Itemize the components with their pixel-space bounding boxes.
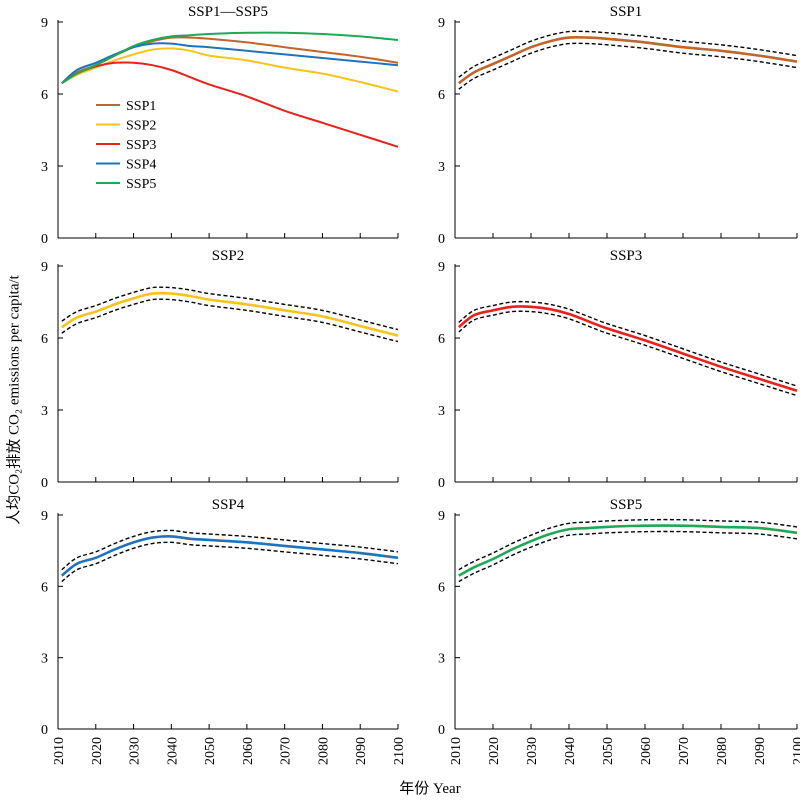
x-tick-label: 2010 [52, 737, 67, 765]
y-tick-label: 0 [438, 232, 445, 247]
x-tick-label: 2030 [128, 737, 143, 765]
series-line-ssp3 [457, 305, 798, 393]
panel-3: SSP2 0 3 6 9 [41, 248, 399, 491]
y-tick-label: 0 [438, 476, 445, 491]
panel-1: SSP1—SSP5 0 3 6 9 SSP1 SSP2 SSP3 SSP4 SSP5 [41, 4, 399, 247]
x-axis-title: 年份 Year [399, 780, 460, 797]
panel-title: SSP4 [212, 497, 245, 513]
panel-title: SSP1 [610, 4, 643, 20]
y-tick-label: 9 [41, 260, 48, 275]
panels-group: SSP1—SSP5 0 3 6 9 SSP1 SSP2 SSP3 SSP4 SSP5 SSP1 0 3 6… [41, 4, 800, 765]
x-tick-label: 2080 [715, 737, 730, 765]
panel-title: SSP2 [212, 248, 245, 264]
lower-bound-line [458, 530, 798, 583]
panel-4: SSP3 0 3 6 9 [438, 248, 798, 491]
y-tick-label: 6 [41, 580, 48, 595]
y-axis-title: 人均CO₂排放 CO₂ emissions per capita/t [5, 274, 22, 524]
x-tick-label: 2080 [316, 737, 331, 765]
x-tick-label: 2020 [90, 737, 105, 765]
x-tick-label: 2040 [165, 737, 180, 765]
y-tick-label: 6 [438, 580, 445, 595]
y-tick-label: 6 [438, 332, 445, 347]
x-tick-label: 2070 [279, 737, 294, 765]
x-tick-label: 2100 [392, 737, 407, 765]
y-tick-label: 0 [41, 476, 48, 491]
y-tick-label: 9 [41, 16, 48, 31]
y-tick-label: 9 [438, 509, 445, 524]
series-line-ssp4 [60, 535, 399, 577]
y-tick-label: 9 [438, 16, 445, 31]
lower-bound-line [61, 541, 399, 583]
panel-6: SSP5 0 3 6 9 2010 2020 2030 2040 2050 2060 2070 2080… [438, 497, 800, 765]
upper-bound-line [458, 518, 798, 571]
panel-title: SSP1—SSP5 [188, 4, 268, 20]
y-tick-label: 6 [41, 88, 48, 103]
y-tick-label: 0 [41, 232, 48, 247]
y-tick-label: 3 [438, 404, 445, 419]
y-tick-label: 3 [41, 160, 48, 175]
x-tick-label: 2060 [639, 737, 654, 765]
series-line-ssp1 [458, 35, 798, 85]
y-tick-label: 3 [438, 652, 445, 667]
x-tick-label: 2060 [241, 737, 256, 765]
y-tick-label: 9 [41, 509, 48, 524]
legend-label: SSP2 [126, 119, 156, 134]
upper-bound-line [61, 529, 399, 571]
x-tick-label: 2040 [563, 737, 578, 765]
upper-bound-line [458, 30, 798, 78]
panel-title: SSP3 [610, 248, 643, 264]
x-tick-label: 2100 [791, 737, 800, 765]
lower-bound-line [61, 298, 399, 343]
series-line-ssp2 [61, 291, 399, 337]
y-tick-label: 6 [438, 88, 445, 103]
lower-bound-line [458, 310, 798, 397]
upper-bound-line [61, 286, 399, 331]
legend-label: SSP3 [126, 138, 156, 153]
panel-5: SSP4 0 3 6 9 2010 2020 2030 2040 2050 2060 2070 2080… [41, 497, 407, 765]
y-tick-label: 3 [41, 404, 48, 419]
series-line-ssp3 [61, 61, 399, 148]
y-tick-label: 9 [438, 260, 445, 275]
y-tick-label: 0 [41, 723, 48, 738]
upper-bound-line [458, 300, 798, 387]
legend-label: SSP4 [126, 158, 156, 173]
y-tick-label: 6 [41, 332, 48, 347]
x-tick-label: 2050 [601, 737, 616, 765]
x-tick-label: 2090 [753, 737, 768, 765]
series-line-ssp5 [458, 524, 798, 577]
x-tick-label: 2030 [525, 737, 540, 765]
y-tick-label: 3 [438, 160, 445, 175]
legend-label: SSP5 [126, 177, 156, 192]
y-tick-label: 0 [438, 723, 445, 738]
series-line-ssp5 [61, 31, 399, 85]
lower-bound-line [458, 42, 798, 90]
x-tick-label: 2020 [487, 737, 502, 765]
series-line-ssp4 [61, 42, 399, 84]
legend-label: SSP1 [126, 99, 156, 114]
x-tick-label: 2050 [203, 737, 218, 765]
panel-2: SSP1 0 3 6 9 [438, 4, 798, 247]
panel-title: SSP5 [610, 497, 643, 513]
y-tick-label: 3 [41, 652, 48, 667]
x-tick-label: 2090 [354, 737, 369, 765]
x-tick-label: 2010 [449, 737, 464, 765]
x-tick-label: 2070 [677, 737, 692, 765]
